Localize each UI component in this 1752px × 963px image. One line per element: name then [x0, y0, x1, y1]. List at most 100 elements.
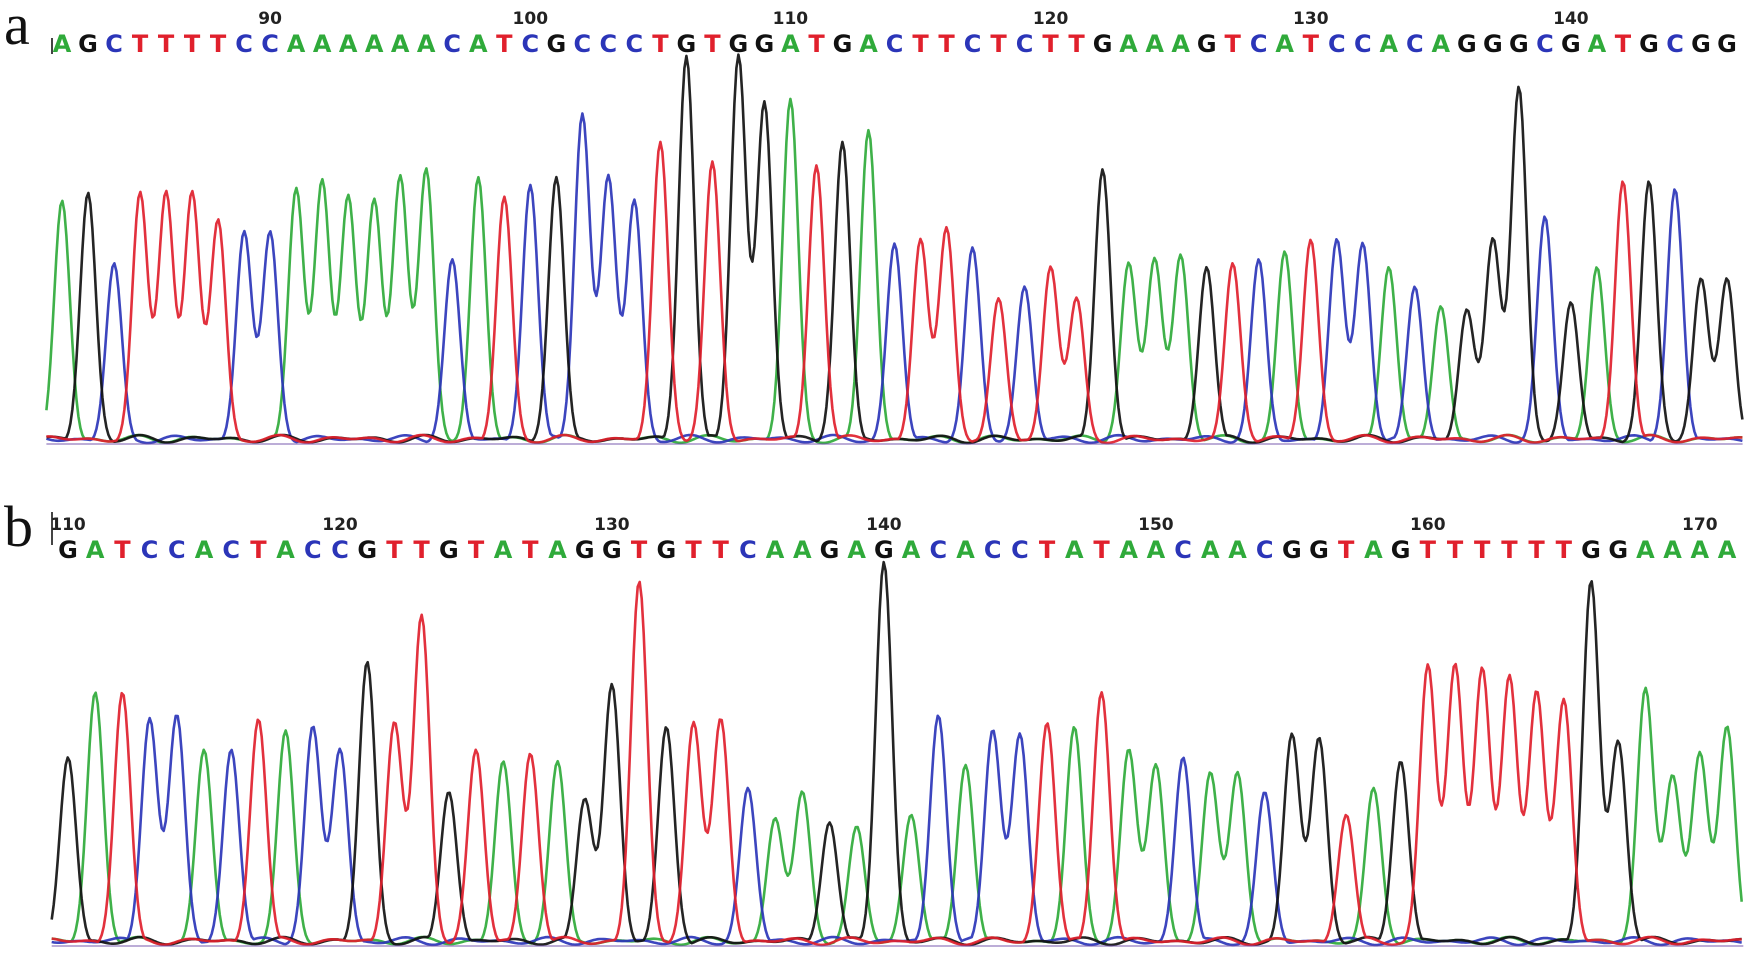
base-call: A: [1432, 30, 1451, 58]
base-call: T: [522, 536, 539, 564]
position-label: 100: [513, 9, 549, 29]
base-call: T: [250, 536, 267, 564]
panel-a-label: a: [4, 0, 30, 57]
base-call: G: [546, 30, 566, 58]
base-call: T: [132, 30, 149, 58]
base-call: A: [1663, 536, 1682, 564]
base-call: T: [1303, 30, 1320, 58]
base-call: C: [235, 30, 253, 58]
base-call: T: [386, 536, 403, 564]
base-call: C: [1011, 536, 1029, 564]
base-call: A: [1718, 536, 1737, 564]
base-call: A: [1201, 536, 1220, 564]
base-call: C: [521, 30, 539, 58]
base-call: C: [929, 536, 947, 564]
base-call: C: [1406, 30, 1424, 58]
position-label: 110: [773, 9, 809, 29]
base-call: A: [339, 30, 358, 58]
base-call: A: [956, 536, 975, 564]
base-call: G: [1639, 30, 1659, 58]
base-call: A: [1275, 30, 1294, 58]
base-call: A: [1364, 536, 1383, 564]
base-call: G: [1093, 30, 1113, 58]
base-call: A: [276, 536, 295, 564]
base-call: A: [313, 30, 332, 58]
base-call: G: [58, 536, 78, 564]
base-call: T: [1068, 30, 1085, 58]
base-call: T: [413, 536, 430, 564]
base-call: G: [1581, 536, 1601, 564]
base-call: A: [1636, 536, 1655, 564]
base-call: A: [365, 30, 384, 58]
base-call: C: [1354, 30, 1372, 58]
base-call: G: [874, 536, 894, 564]
position-label: 110: [50, 515, 86, 535]
base-call: T: [184, 30, 201, 58]
base-call: G: [1197, 30, 1217, 58]
position-label: 170: [1682, 515, 1718, 535]
base-call: T: [114, 536, 131, 564]
base-call: G: [1608, 536, 1628, 564]
base-call: T: [631, 536, 648, 564]
base-call: T: [1528, 536, 1545, 564]
base-call: C: [739, 536, 757, 564]
base-call: T: [1093, 536, 1110, 564]
base-call: G: [755, 30, 775, 58]
base-call: G: [820, 536, 840, 564]
base-call: A: [902, 536, 921, 564]
base-call: G: [1282, 536, 1302, 564]
base-call: T: [713, 536, 730, 564]
base-call: T: [1447, 536, 1464, 564]
base-call: G: [602, 536, 622, 564]
base-call: T: [1615, 30, 1632, 58]
base-call: A: [287, 30, 306, 58]
base-call: C: [331, 536, 349, 564]
base-call: A: [86, 536, 105, 564]
position-label: 90: [258, 9, 282, 29]
base-call: C: [304, 536, 322, 564]
trace-T: [51, 580, 1742, 947]
base-call: T: [468, 536, 485, 564]
base-call: A: [1171, 30, 1190, 58]
position-label: 120: [322, 515, 358, 535]
base-call: T: [912, 30, 929, 58]
base-call: C: [1328, 30, 1346, 58]
base-call: G: [1691, 30, 1711, 58]
base-call: G: [1309, 536, 1329, 564]
base-call: A: [1147, 536, 1166, 564]
base-call: T: [938, 30, 955, 58]
base-call: C: [168, 536, 186, 564]
base-call: A: [1588, 30, 1607, 58]
base-call: A: [494, 536, 513, 564]
base-call: C: [141, 536, 159, 564]
base-call: A: [1145, 30, 1164, 58]
base-call: T: [808, 30, 825, 58]
base-call: T: [1039, 536, 1056, 564]
base-call: A: [1065, 536, 1084, 564]
base-call: T: [704, 30, 721, 58]
base-call: C: [1174, 536, 1192, 564]
base-call: A: [766, 536, 785, 564]
base-call: C: [1666, 30, 1684, 58]
base-call: C: [573, 30, 591, 58]
base-call: A: [1380, 30, 1399, 58]
base-call: G: [729, 30, 749, 58]
base-call: G: [1391, 536, 1411, 564]
base-call: G: [439, 536, 459, 564]
base-call: G: [833, 30, 853, 58]
position-label: 120: [1033, 9, 1069, 29]
base-call: G: [357, 536, 377, 564]
base-call: T: [1474, 536, 1491, 564]
position-label: 130: [594, 515, 630, 535]
base-call: T: [1420, 536, 1437, 564]
base-call: A: [1691, 536, 1710, 564]
base-call: C: [105, 30, 123, 58]
position-label: 140: [866, 515, 902, 535]
position-label: 160: [1410, 515, 1446, 535]
base-call: G: [1717, 30, 1737, 58]
base-call: G: [78, 30, 98, 58]
base-call: A: [793, 536, 812, 564]
base-call: A: [781, 30, 800, 58]
